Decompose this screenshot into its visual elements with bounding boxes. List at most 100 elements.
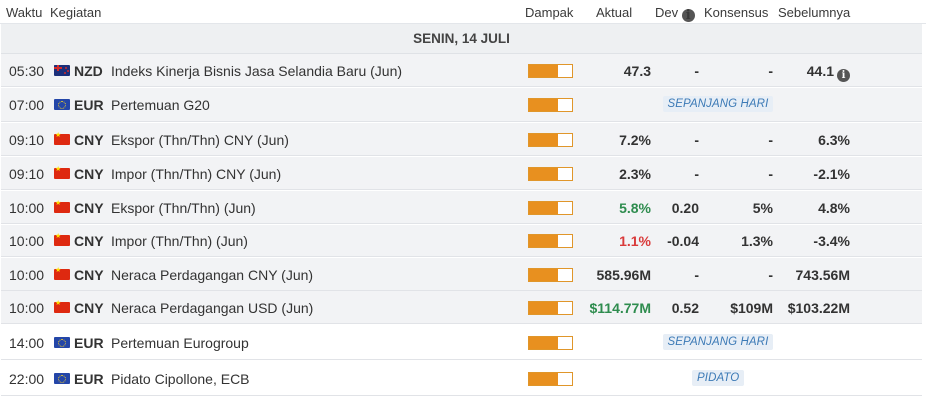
col-previous-header[interactable]: Sebelumnya	[778, 5, 851, 20]
event-time: 05:30	[9, 62, 45, 79]
currency-code: EUR	[74, 97, 104, 113]
table-row[interactable]: 05:30 NZD Indeks Kinerja Bisnis Jasa Selan…	[1, 54, 922, 87]
currency-code: EUR	[74, 370, 104, 387]
impact-bar-fill	[529, 268, 558, 281]
consensus-value: -	[768, 62, 773, 79]
day-header: SENIN, 14 JULI	[1, 24, 922, 54]
previous-value-text: 44.1	[806, 62, 834, 79]
table-row[interactable]: 10:00 CNY Impor (Thn/Thn) (Jun) 1.1% -0.04 1.…	[1, 225, 922, 257]
previous-value: 743.56M	[796, 267, 850, 283]
col-actual-header[interactable]: Aktual	[596, 5, 633, 20]
cn-flag-icon	[54, 199, 70, 213]
impact-bar	[528, 63, 573, 78]
impact-bar	[528, 132, 573, 147]
event-name[interactable]: Pertemuan G20	[111, 97, 210, 113]
event-name[interactable]: Pertemuan Eurogroup	[111, 334, 249, 351]
day-header-label: SENIN, 14 JULI	[413, 31, 510, 46]
event-name[interactable]: Impor (Thn/Thn) (Jun)	[111, 233, 248, 249]
impact-bar	[528, 335, 573, 350]
table-row[interactable]: 14:00 EUR Pertemuan Eurogroup SEPANJANG HAR…	[1, 325, 922, 360]
table-row[interactable]: 10:00 CNY Ekspor (Thn/Thn) (Jun) 5.8% 0.20 5%…	[1, 191, 922, 224]
info-icon[interactable]: i	[837, 68, 850, 82]
cn-flag-icon	[54, 165, 70, 179]
eu-flag-icon	[54, 99, 70, 110]
impact-bar-fill	[529, 99, 558, 111]
eu-flag-icon	[54, 336, 70, 348]
table-row[interactable]: 09:10 CNY Impor (Thn/Thn) CNY (Jun) 2.3% - - -…	[1, 157, 922, 190]
event-time: 09:10	[9, 131, 45, 148]
table-header: Waktu Kegiatan Dampak Aktual Dev i Konse…	[0, 0, 926, 24]
col-impact-header[interactable]: Dampak	[525, 5, 574, 20]
deviation-value: -	[694, 266, 699, 283]
previous-value: 4.8%	[818, 200, 850, 216]
actual-value: 5.8%	[619, 199, 651, 216]
previous-value-text: -2.1%	[813, 165, 850, 182]
event-name[interactable]: Neraca Perdagangan CNY (Jun)	[111, 266, 314, 283]
actual-value: $114.77M	[589, 299, 652, 316]
event-name[interactable]: Ekspor (Thn/Thn) (Jun)	[111, 199, 256, 216]
currency-code: CNY	[74, 299, 104, 316]
event-name[interactable]: Impor (Thn/Thn) CNY (Jun)	[111, 165, 282, 182]
consensus-value: 1.3%	[741, 233, 773, 249]
consensus-value: -	[768, 266, 773, 283]
actual-value: 7.2%	[619, 131, 651, 148]
deviation-value: -	[694, 165, 699, 182]
deviation-value: -0.04	[667, 233, 699, 249]
currency-code: CNY	[74, 233, 104, 249]
deviation-value: 0.20	[671, 199, 699, 216]
col-dev-header[interactable]: Dev i	[655, 5, 695, 22]
impact-bar-fill	[529, 301, 558, 314]
impact-bar-fill	[529, 64, 558, 77]
impact-bar-fill	[529, 235, 558, 247]
impact-bar	[528, 166, 573, 181]
impact-bar-fill	[529, 167, 558, 180]
table-row[interactable]: 22:00 EUR Pidato Cipollone, ECB PIDATO	[1, 361, 922, 396]
currency-code: CNY	[74, 266, 104, 283]
previous-value: 6.3%	[818, 132, 850, 148]
event-time: 10:00	[9, 233, 45, 249]
table-row[interactable]: 10:00 CNY Neraca Perdagangan CNY (Jun) 585.…	[1, 258, 922, 291]
dev-info-icon[interactable]: i	[681, 9, 695, 22]
previous-value-text: $103.22M	[787, 299, 850, 316]
impact-bar-fill	[529, 372, 558, 385]
impact-bar	[528, 200, 573, 215]
event-name[interactable]: Ekspor (Thn/Thn) CNY (Jun)	[111, 131, 289, 148]
col-event-header[interactable]: Kegiatan	[50, 5, 102, 20]
actual-value: 1.1%	[619, 233, 651, 249]
impact-bar-fill	[529, 336, 558, 349]
consensus-value: -	[768, 131, 773, 148]
currency-code: CNY	[74, 131, 104, 148]
previous-value-text: 6.3%	[818, 131, 850, 148]
currency-code: CNY	[74, 165, 104, 182]
actual-value: 2.3%	[619, 165, 651, 182]
previous-value-text: 743.56M	[795, 266, 850, 283]
event-name[interactable]: Neraca Perdagangan USD (Jun)	[111, 299, 314, 316]
event-status-tag: SEPANJANG HARI	[662, 96, 774, 112]
event-name[interactable]: Indeks Kinerja Bisnis Jasa Selandia Baru…	[111, 62, 403, 79]
table-row[interactable]: 09:10 CNY Ekspor (Thn/Thn) CNY (Jun) 7.2% - -…	[1, 123, 922, 156]
cn-flag-icon	[54, 266, 70, 280]
col-dev-label: Dev	[655, 5, 679, 20]
actual-value: 585.96M	[596, 266, 651, 283]
event-name[interactable]: Pidato Cipollone, ECB	[111, 370, 250, 387]
event-time: 09:10	[9, 165, 45, 182]
consensus-value: $109M	[730, 299, 773, 316]
impact-bar-fill	[529, 201, 558, 214]
col-consensus-header[interactable]: Konsensus	[704, 5, 769, 20]
table-row[interactable]: 07:00 EUR Pertemuan G20 SEPANJANG HARI	[1, 88, 922, 122]
impact-bar	[528, 300, 573, 315]
col-time-header[interactable]: Waktu	[6, 5, 43, 20]
previous-value: -2.1%	[813, 166, 850, 182]
currency-code: EUR	[74, 334, 104, 351]
impact-bar	[528, 98, 573, 112]
deviation-value: -	[694, 62, 699, 79]
previous-value: $103.22M	[788, 300, 850, 316]
previous-value-text: 4.8%	[818, 199, 850, 216]
previous-value: -3.4%	[813, 233, 850, 249]
impact-bar-fill	[529, 133, 558, 146]
event-time: 07:00	[9, 97, 45, 113]
currency-code: NZD	[74, 62, 103, 79]
table-row[interactable]: 10:00 CNY Neraca Perdagangan USD (Jun) $114…	[1, 291, 922, 324]
currency-code: CNY	[74, 199, 104, 216]
